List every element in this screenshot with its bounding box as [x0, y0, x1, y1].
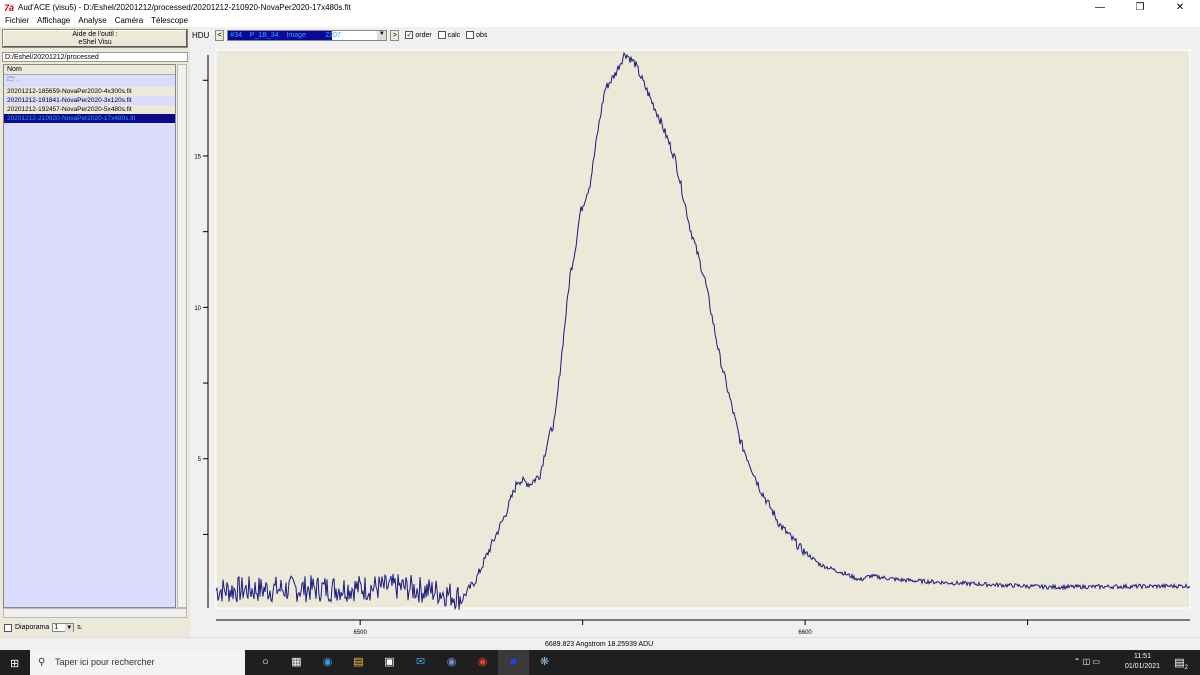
file-item-selected[interactable]: 20201212-210920-NovaPer2020-17x480s.fit — [4, 114, 175, 123]
file-list: Nom 🗁 .. 20201212-185659-NovaPer2020-4x3… — [3, 64, 176, 608]
diaporama-checkbox[interactable] — [4, 623, 12, 632]
left-panel: Aide de l'outil : eShel Visu D:/Eshel/20… — [0, 27, 190, 637]
order-label: order — [415, 31, 432, 39]
close-button[interactable]: ✕ — [1175, 2, 1185, 13]
diaporama-value: 1 — [54, 624, 59, 631]
windows-start-icon[interactable]: ⊞ — [10, 658, 20, 670]
x-tick-label: 6600 — [798, 630, 812, 636]
y-tick-label: 10 — [194, 306, 201, 312]
cursor-readout: 6689.823 Angstrom 18.25939 ADU — [545, 641, 654, 648]
hdu-value: #34 P_1B_34 Image 2207 — [228, 30, 341, 40]
diaporama-unit: s. — [77, 624, 83, 631]
file-explorer-icon[interactable]: ▤ — [353, 656, 364, 668]
notifications-icon[interactable]: ▤2 — [1174, 657, 1188, 672]
hdu-toolbar: HDU < #34 P_1B_34 Image 2207 ▼ > ✓ order c… — [190, 27, 1200, 43]
parent-label: .. — [16, 76, 21, 83]
aide-line1: Aide de l'outil : — [72, 31, 118, 38]
discord-icon[interactable]: ◉ — [446, 656, 457, 668]
plot-area — [215, 49, 1191, 609]
file-list-horizontal-scrollbar[interactable] — [3, 608, 187, 618]
spectrum-plot[interactable]: 5 10 15 6500 6600 — [190, 43, 1200, 637]
chevron-down-icon: ▼ — [65, 624, 74, 632]
app-logo: 7ä — [4, 2, 15, 13]
path-field[interactable]: D:/Eshel/20201212/processed — [2, 52, 188, 62]
chrome-icon[interactable]: ◉ — [477, 656, 488, 668]
hdu-next-button[interactable]: > — [390, 29, 400, 41]
hdu-prev-button[interactable]: < — [215, 29, 225, 41]
menu-telescope[interactable]: Télescope — [151, 16, 189, 25]
time: 11:51 — [1133, 653, 1151, 660]
search-placeholder: Taper ici pour rechercher — [55, 657, 155, 667]
diaporama-control: Diaporama 1 ▼ s. — [4, 623, 83, 632]
audace-icon[interactable]: ■ — [498, 650, 529, 675]
menu-analyse[interactable]: Analyse — [78, 16, 107, 25]
order-checkbox[interactable]: ✓ order — [405, 31, 432, 39]
spectrum-chart: 5 10 15 6500 6600 — [194, 49, 1191, 636]
menu-affichage[interactable]: Affichage — [37, 16, 71, 25]
task-view-icon[interactable]: ▦ — [291, 656, 302, 668]
tool-help-button[interactable]: Aide de l'outil : eShel Visu — [2, 29, 188, 48]
tray-icons[interactable]: ⌃ ◫ ▭ — [1073, 657, 1100, 666]
hdu-select[interactable]: #34 P_1B_34 Image 2207 ▼ — [227, 29, 388, 41]
file-item[interactable]: 20201212-185659-NovaPer2020-4x300s.fit — [4, 87, 175, 96]
calc-checkbox[interactable]: calc — [437, 31, 461, 39]
clock[interactable]: 11:51 01/01/2021 — [1125, 650, 1160, 672]
taskbar-search[interactable]: ⚲ Taper ici pour rechercher — [30, 650, 245, 675]
menu-camera[interactable]: Caméra — [114, 16, 144, 25]
y-tick-label: 15 — [194, 154, 201, 160]
paint-icon[interactable]: ❋ — [539, 656, 550, 668]
menu-bar: Fichier Affichage Analyse Caméra Télesco… — [0, 15, 1200, 27]
spectrum-line — [215, 51, 1191, 611]
edge-icon[interactable]: ◉ — [322, 656, 333, 668]
notification-count: 2 — [1184, 665, 1188, 672]
file-item[interactable]: 20201212-192457-NovaPer2020-5x480s.fit — [4, 105, 175, 114]
x-tick-label: 6500 — [353, 630, 367, 636]
mail-icon[interactable]: ✉ — [415, 656, 426, 668]
diaporama-label: Diaporama — [15, 624, 50, 631]
taskbar: ⊞ ⚲ Taper ici pour rechercher ○ ▦ ◉ ▤ ▣ ✉… — [0, 650, 1200, 675]
diaporama-interval-select[interactable]: 1 ▼ — [52, 623, 75, 632]
column-header-nom[interactable]: Nom — [4, 65, 175, 75]
obs-label: obs — [476, 31, 488, 39]
file-item[interactable]: 20201212-191841-NovaPer2020-3x120s.fit — [7, 97, 132, 104]
checkbox-box — [466, 31, 475, 39]
menu-fichier[interactable]: Fichier — [5, 16, 30, 25]
title-bar: 7ä Aud'ACE (visu5) - D:/Eshel/20201212/p… — [0, 0, 1200, 15]
obs-checkbox[interactable]: obs — [466, 31, 487, 39]
checkbox-box — [437, 31, 446, 39]
hdu-label: HDU — [192, 30, 210, 40]
aide-line2: eShel Visu — [78, 39, 112, 46]
status-bar: 6689.823 Angstrom 18.25939 ADU — [0, 637, 1200, 650]
y-tick-label: 5 — [198, 457, 202, 463]
file-list-vertical-scrollbar[interactable] — [177, 64, 187, 608]
store-icon[interactable]: ▣ — [384, 656, 395, 668]
parent-folder-item[interactable]: 🗁 .. — [4, 75, 175, 87]
chevron-down-icon: ▼ — [377, 30, 387, 40]
cortana-icon[interactable]: ○ — [262, 656, 269, 668]
folder-up-icon: 🗁 — [7, 76, 16, 83]
restore-button[interactable]: ❐ — [1135, 2, 1145, 13]
window-title: Aud'ACE (visu5) - D:/Eshel/20201212/proc… — [18, 3, 351, 12]
checkmark-icon: ✓ — [405, 31, 414, 39]
date: 01/01/2021 — [1124, 663, 1160, 670]
search-icon: ⚲ — [38, 657, 46, 668]
minimize-button[interactable]: — — [1095, 2, 1105, 13]
calc-label: calc — [447, 31, 461, 39]
